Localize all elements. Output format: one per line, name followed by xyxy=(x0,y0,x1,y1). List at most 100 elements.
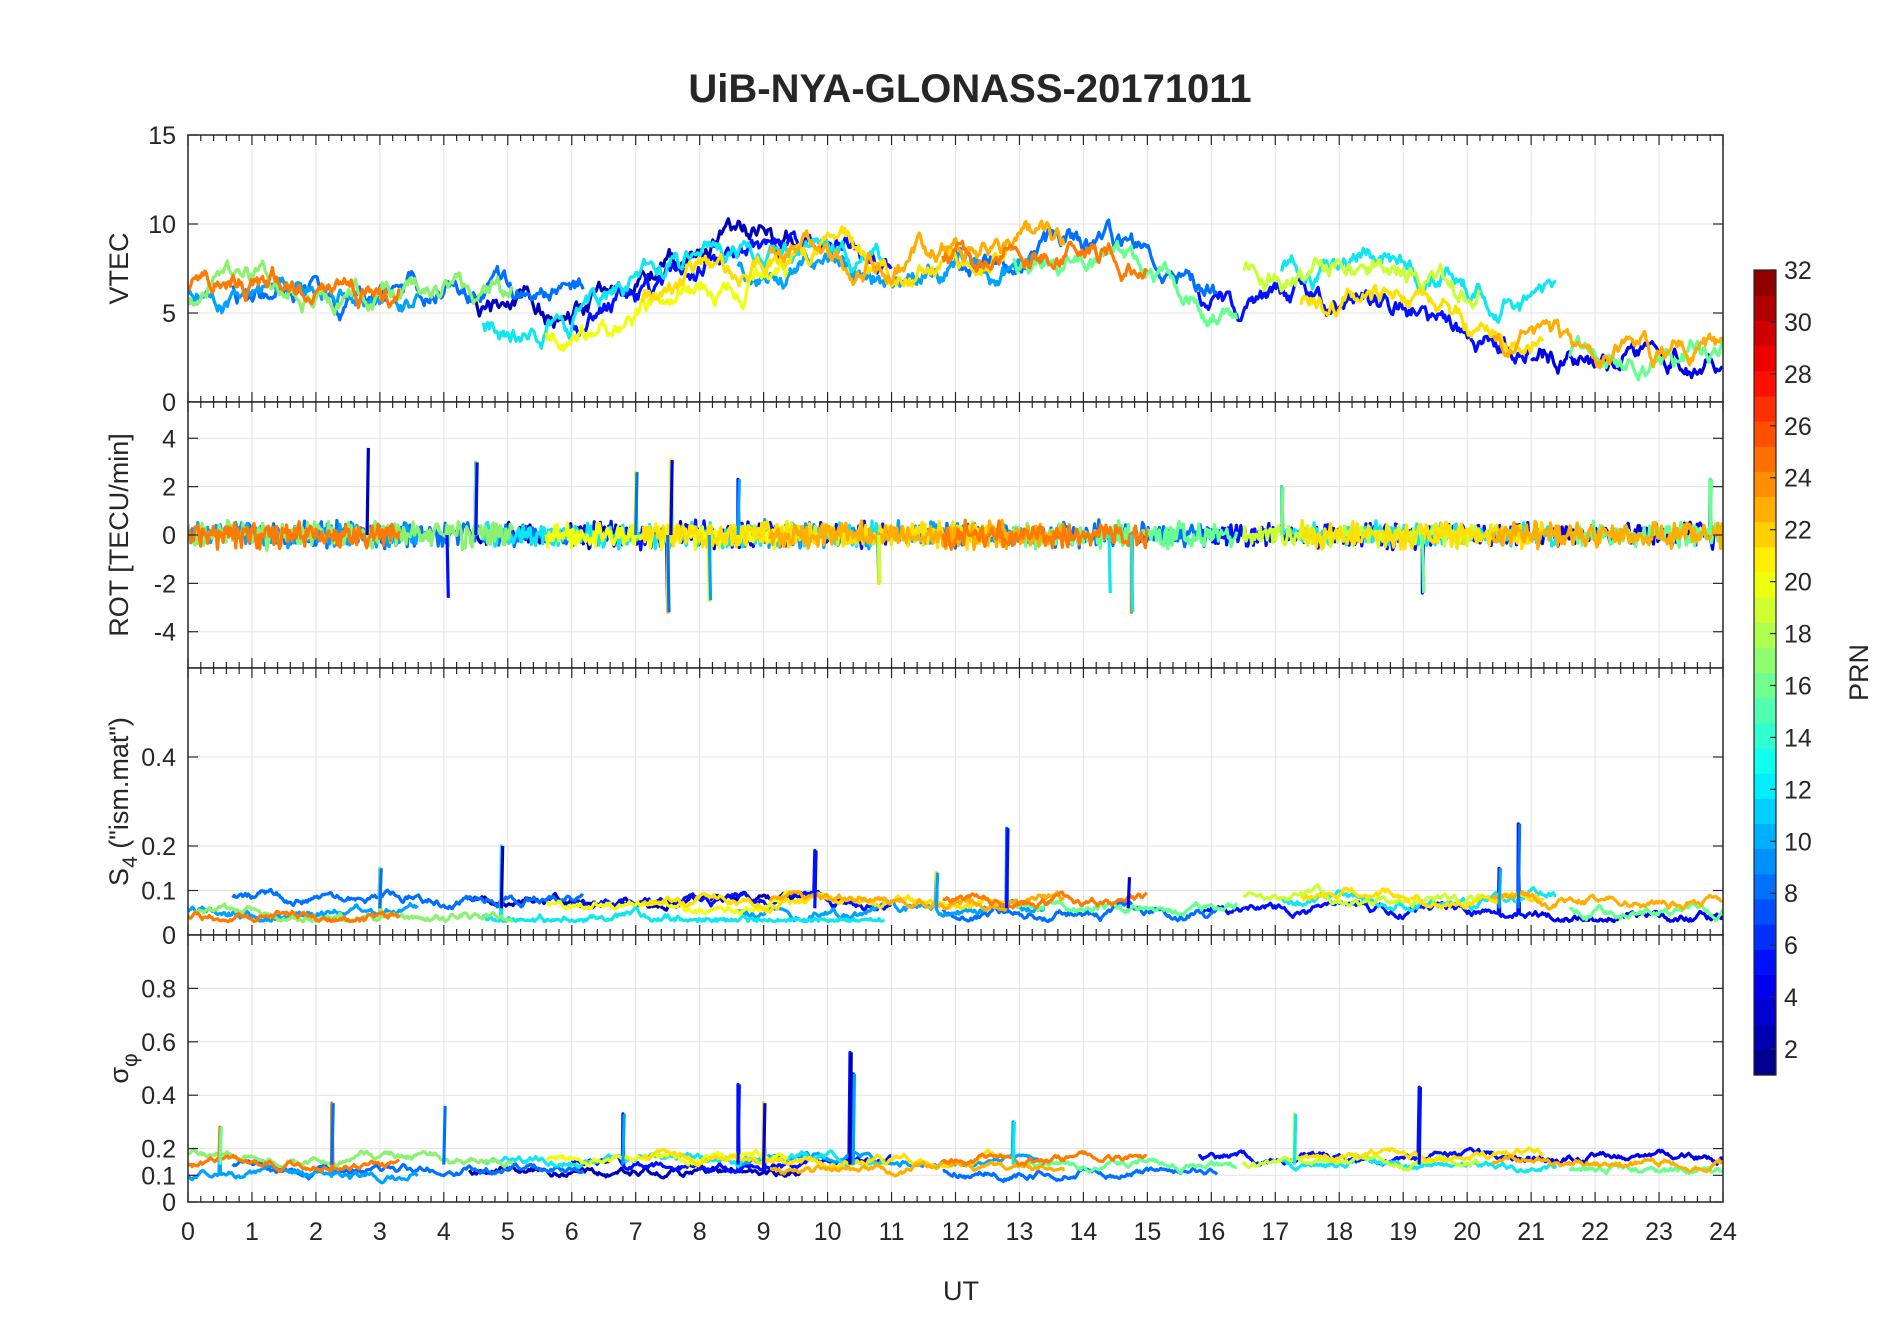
colorbar-segment xyxy=(1754,974,1776,1001)
y-tick-label: 0.2 xyxy=(141,833,176,861)
spike-mark xyxy=(1708,479,1714,536)
series-line-prn-20 xyxy=(1299,1146,1545,1163)
y-tick-label: 4 xyxy=(162,425,176,453)
colorbar-segment xyxy=(1754,622,1776,648)
colorbar-segment xyxy=(1754,420,1776,447)
x-tick-label: 3 xyxy=(373,1218,387,1246)
spike-mark xyxy=(851,1073,857,1165)
y-axis-label-subscript: 4 xyxy=(119,856,142,868)
colorbar-frame xyxy=(1753,269,1777,1076)
x-tick-label: 11 xyxy=(879,1218,905,1246)
x-tick-labels: 0 1 2 3 4 5 6 7 8 9 10 11 12 13 14 15 16 17 18 19 20 21 22 23 24 xyxy=(181,1218,1737,1246)
colorbar-segment xyxy=(1754,722,1776,749)
series-line-prn-24 xyxy=(941,518,1149,614)
colorbar-segment xyxy=(1754,999,1776,1026)
y-axis-label: ROT [TECU/min] xyxy=(104,433,134,637)
y-tick-label: 0.4 xyxy=(141,744,176,772)
spike-mark xyxy=(365,447,370,536)
panel-1: 0 5 10 15 VTEC xyxy=(104,122,1724,417)
x-tick-label: 1 xyxy=(245,1218,259,1246)
colorbar-segment xyxy=(1754,320,1776,347)
colorbar-segment xyxy=(1754,546,1776,573)
x-tick-label: 10 xyxy=(814,1218,842,1246)
series-line-prn-16 xyxy=(1568,1161,1723,1176)
spike-mark xyxy=(474,462,479,536)
colorbar-segment xyxy=(1754,370,1776,397)
y-ticks xyxy=(188,437,1723,633)
y-tick-label: 5 xyxy=(162,300,176,328)
colorbar-tick-label: 28 xyxy=(1784,361,1812,389)
spike-mark xyxy=(634,472,639,536)
spike-mark xyxy=(813,850,818,909)
spike-mark xyxy=(669,460,674,536)
spike-mark xyxy=(499,845,505,909)
x-ticks xyxy=(187,668,1724,935)
y-tick-label: 0.4 xyxy=(141,1082,176,1110)
spike-mark xyxy=(736,1084,741,1165)
series-line-prn-16 xyxy=(1012,1157,1238,1175)
colorbar-tick-label: 22 xyxy=(1784,517,1812,545)
series-line-prn-16 xyxy=(1568,902,1723,922)
spike-mark xyxy=(762,1103,767,1165)
spike-mark xyxy=(378,868,383,909)
series-line-prn-13 xyxy=(480,844,885,924)
colorbar-segment xyxy=(1754,823,1776,850)
x-tick-label: 9 xyxy=(757,1218,771,1246)
series-line-prn-5 xyxy=(1196,276,1532,365)
y-axis-label: VTEC xyxy=(104,232,134,304)
colorbar-segment xyxy=(1754,798,1776,825)
colorbar-tick-label: 2 xyxy=(1784,1036,1798,1064)
colorbar-segment xyxy=(1754,873,1776,900)
spike-mark xyxy=(1011,1121,1016,1165)
y-ticks xyxy=(188,987,1723,1203)
spike-mark xyxy=(1420,534,1426,594)
panel-series xyxy=(188,822,1723,924)
panel-series xyxy=(188,1050,1723,1185)
y-tick-label: 2 xyxy=(162,474,176,502)
colorbar-tick-label: 24 xyxy=(1784,465,1812,493)
series-line-prn-22 xyxy=(769,1160,1066,1178)
x-tick-label: 5 xyxy=(501,1218,515,1246)
x-tick-label: 21 xyxy=(1517,1218,1545,1246)
colorbar-tick-label: 16 xyxy=(1784,672,1812,700)
y-axis-label-subscript: φ xyxy=(119,1053,142,1067)
colorbar-segment xyxy=(1754,1049,1776,1076)
series-line-prn-17 xyxy=(188,1147,514,1169)
x-tick-label: 16 xyxy=(1197,1218,1225,1246)
series-line-prn-2 xyxy=(468,1101,803,1180)
colorbar-tick-label: 14 xyxy=(1784,724,1812,752)
x-tick-label: 23 xyxy=(1645,1218,1673,1246)
series-line-prn-22 xyxy=(1491,1153,1723,1174)
spike-mark xyxy=(934,872,940,909)
series-line-prn-4 xyxy=(1530,340,1723,380)
x-tick-label: 14 xyxy=(1070,1218,1098,1246)
series-line-prn-24 xyxy=(188,909,401,924)
spike-mark xyxy=(218,1127,223,1165)
series-line-prn-5 xyxy=(1198,822,1532,921)
series-line-prn-22 xyxy=(1491,318,1723,370)
spike-mark xyxy=(666,534,671,613)
series-line-prn-22 xyxy=(1491,519,1723,551)
y-axis-label-main: S xyxy=(104,868,134,886)
series-line-prn-24 xyxy=(942,890,1148,910)
colorbar-segment xyxy=(1754,295,1776,321)
y-axis-label: σφ xyxy=(104,1053,142,1083)
series-line-prn-19 xyxy=(545,1148,789,1168)
x-tick-label: 24 xyxy=(1709,1218,1737,1246)
colorbar-segment xyxy=(1754,773,1776,799)
series-line-prn-22 xyxy=(1491,890,1723,911)
panel-series xyxy=(188,217,1723,382)
colorbar-tick-label: 20 xyxy=(1784,569,1812,597)
colorbar-tick-label: 4 xyxy=(1784,984,1798,1012)
colorbar-segment xyxy=(1754,1024,1776,1051)
spike-mark xyxy=(1280,486,1285,536)
series-line-prn-19 xyxy=(545,890,790,917)
series-line-prn-16 xyxy=(1567,334,1723,382)
spike-mark xyxy=(445,534,450,598)
series-line-prn-20 xyxy=(641,1101,1008,1171)
series-line-prn-24 xyxy=(941,1150,1148,1167)
spike-mark xyxy=(736,479,741,536)
series-line-prn-16 xyxy=(1011,239,1239,328)
colorbar-segment xyxy=(1754,597,1776,623)
